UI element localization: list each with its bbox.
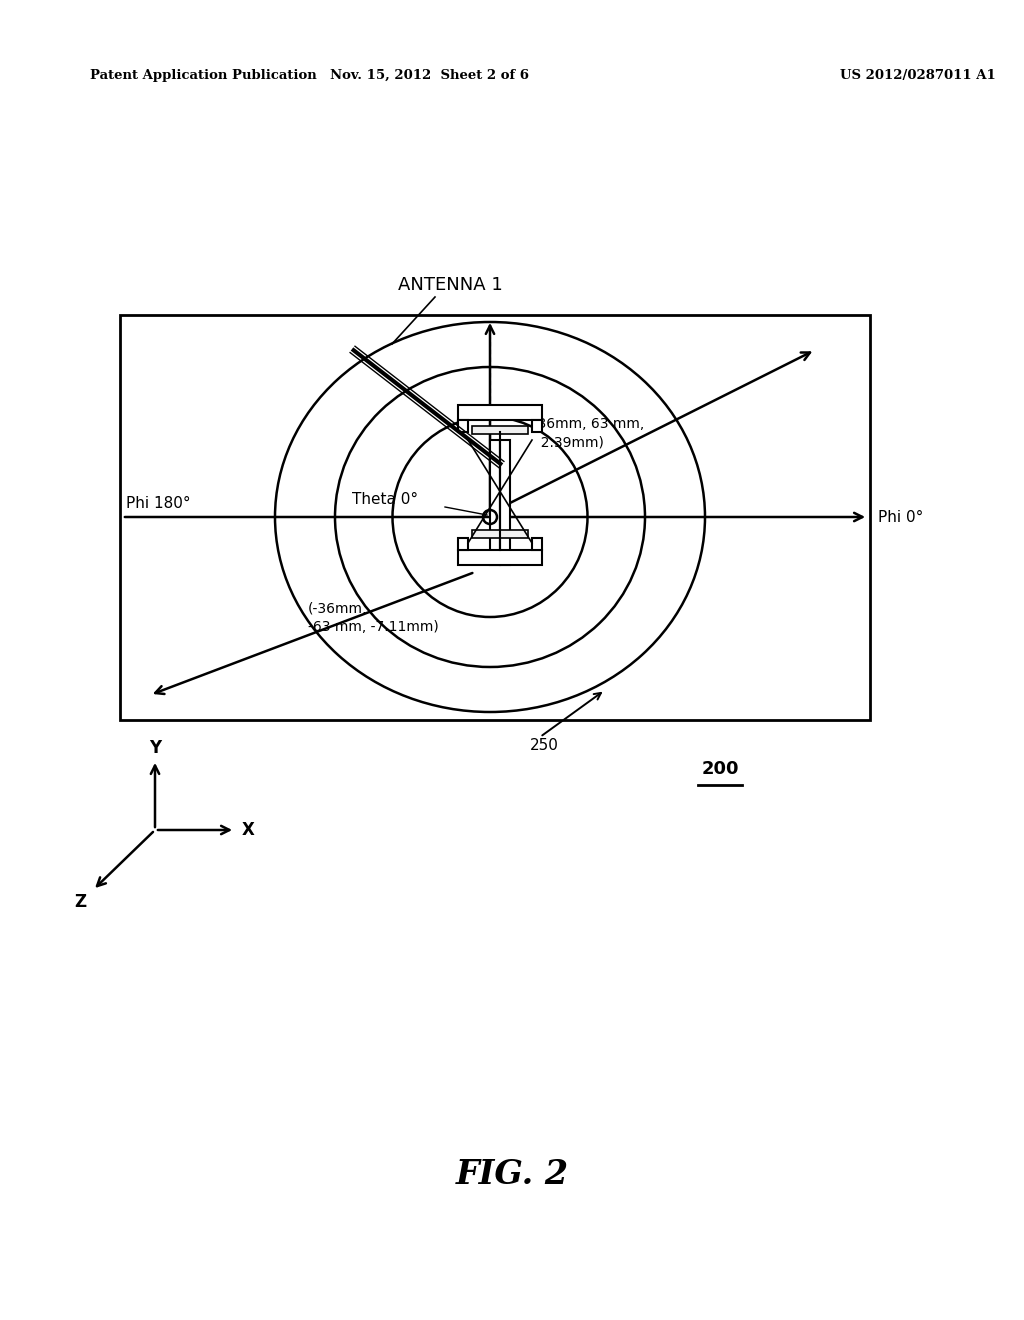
Bar bbox=[458, 405, 542, 420]
Bar bbox=[490, 440, 500, 565]
Text: X: X bbox=[242, 821, 254, 840]
Text: (36mm, 63 mm,
  2.39mm): (36mm, 63 mm, 2.39mm) bbox=[532, 417, 644, 449]
Text: Y: Y bbox=[148, 739, 161, 756]
Bar bbox=[472, 531, 528, 539]
Text: Phi 0°: Phi 0° bbox=[878, 510, 924, 524]
Bar bbox=[472, 426, 528, 434]
Text: FIG. 2: FIG. 2 bbox=[456, 1159, 568, 1192]
Bar bbox=[120, 315, 870, 719]
Bar bbox=[458, 420, 468, 432]
Text: Theta 0°: Theta 0° bbox=[352, 491, 418, 507]
Text: Patent Application Publication: Patent Application Publication bbox=[90, 69, 316, 82]
Text: 250: 250 bbox=[530, 738, 559, 752]
Bar bbox=[532, 539, 542, 550]
Text: Nov. 15, 2012  Sheet 2 of 6: Nov. 15, 2012 Sheet 2 of 6 bbox=[331, 69, 529, 82]
Text: Phi 180°: Phi 180° bbox=[126, 496, 190, 511]
Text: ANTENNA 1: ANTENNA 1 bbox=[397, 276, 503, 294]
Text: 200: 200 bbox=[701, 760, 738, 777]
Text: (-36mm,
-63 mm, -7.11mm): (-36mm, -63 mm, -7.11mm) bbox=[308, 602, 438, 635]
Text: US 2012/0287011 A1: US 2012/0287011 A1 bbox=[840, 69, 995, 82]
Bar bbox=[458, 550, 542, 565]
Text: Z: Z bbox=[74, 894, 86, 911]
Bar bbox=[500, 440, 510, 565]
Bar bbox=[532, 420, 542, 432]
Bar bbox=[458, 539, 468, 550]
